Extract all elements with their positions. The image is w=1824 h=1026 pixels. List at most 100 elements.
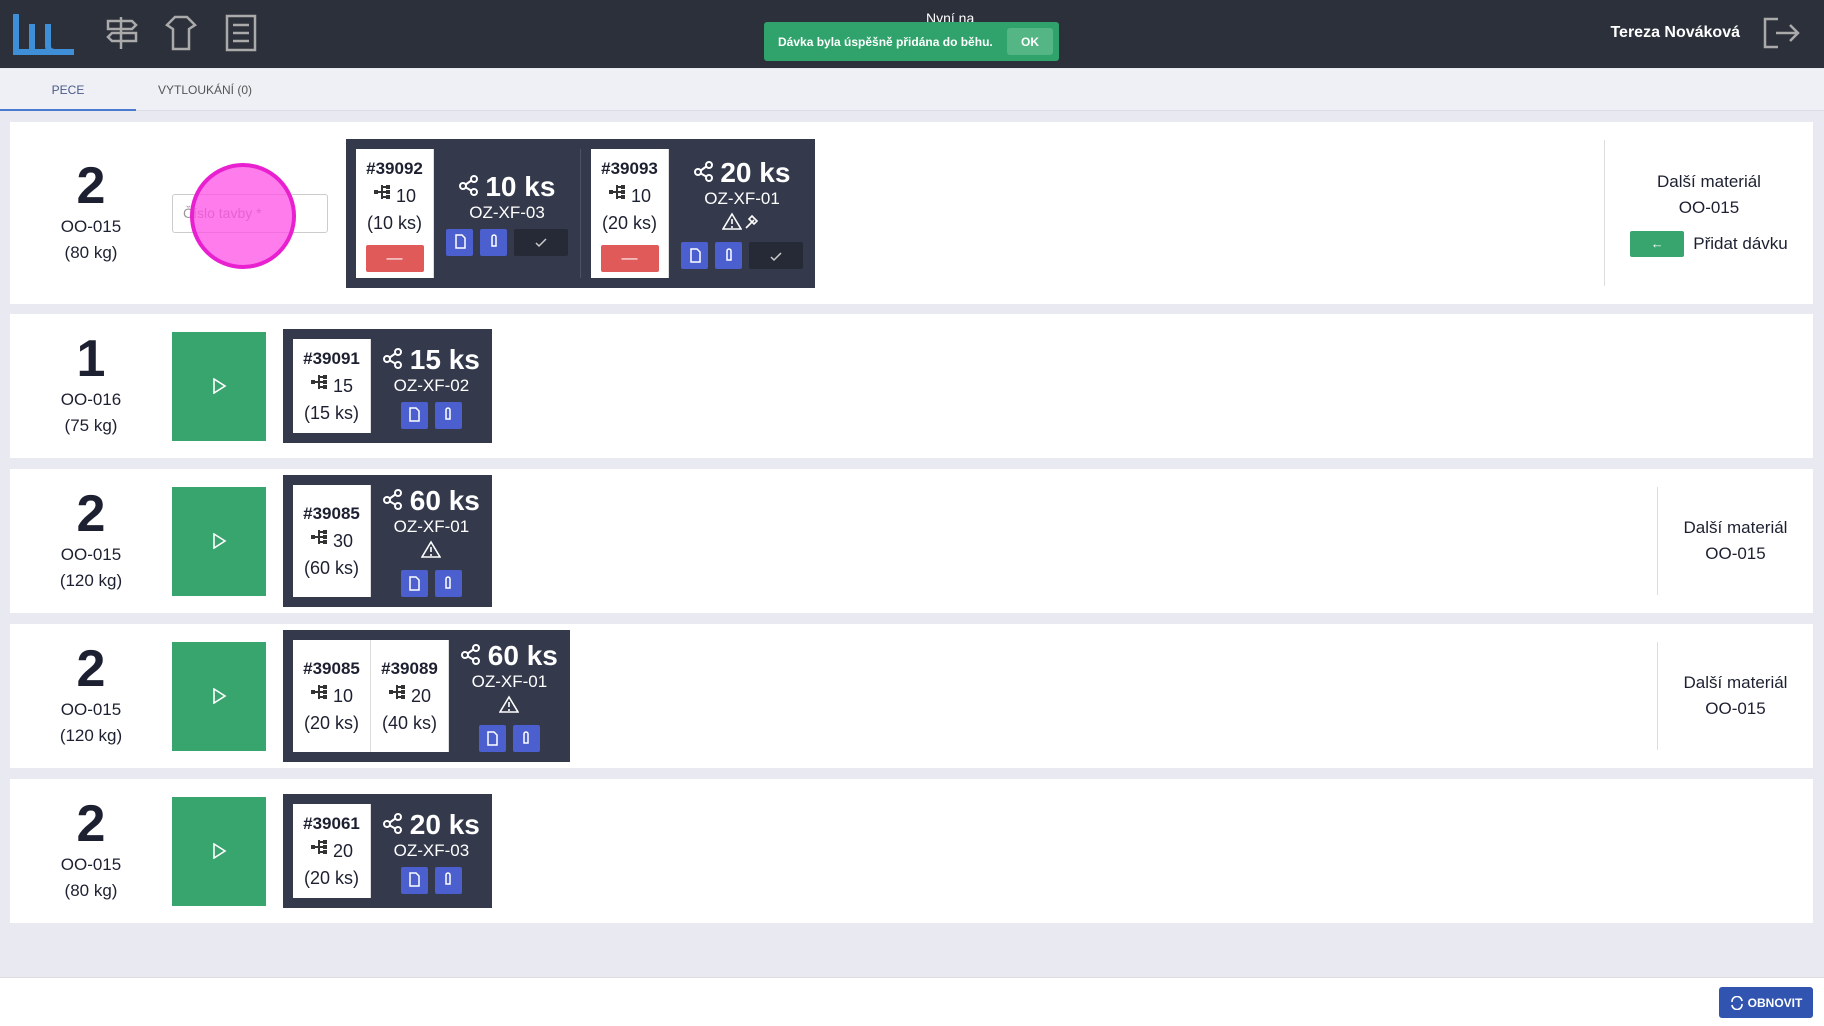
confirm-button[interactable] — [514, 228, 568, 256]
refresh-button[interactable]: OBNOVIT — [1719, 987, 1813, 1018]
document-button[interactable] — [478, 725, 506, 752]
lock-button[interactable] — [715, 242, 742, 269]
product-code: OZ-XF-02 — [393, 375, 470, 395]
warnings — [722, 212, 762, 236]
tree-icon — [388, 682, 406, 702]
start-button[interactable] — [172, 796, 266, 906]
qty: 15 — [332, 376, 354, 396]
pieces: (20 ks) — [601, 212, 657, 233]
logout[interactable] — [1762, 16, 1802, 50]
total-value: 15 ks — [409, 343, 480, 375]
order-id: #39092 — [366, 158, 423, 178]
weight: (75 kg) — [64, 416, 118, 435]
play-icon — [212, 533, 227, 549]
tree-icon — [388, 685, 405, 699]
split-icon — [693, 161, 713, 182]
tree-icon — [310, 372, 328, 392]
material: OO-015 — [60, 855, 122, 874]
order-card: #39091 15 (15 ks) — [293, 339, 371, 433]
split-icon — [458, 174, 478, 196]
split-icon — [458, 174, 478, 196]
lock-icon — [487, 234, 501, 250]
warning-icon — [421, 540, 442, 558]
count: 2 — [76, 157, 106, 215]
split-icon — [461, 644, 480, 665]
qty: 20 — [410, 686, 432, 706]
count: 2 — [76, 795, 106, 853]
warnings — [499, 695, 520, 719]
total: 60 ks — [461, 640, 558, 672]
tool-icon — [742, 212, 762, 231]
tabs: PECE VYTLOUKÁNÍ (0) — [0, 69, 1824, 111]
total-value: 60 ks — [487, 640, 558, 671]
logo — [13, 14, 74, 55]
nav-icon[interactable] — [225, 14, 259, 52]
batch-group: #39061 20 (20 ks) 20 ks OZ-XF-03 — [293, 804, 492, 898]
lock-button[interactable] — [480, 228, 507, 256]
doc-icon — [689, 247, 701, 263]
lock-icon — [523, 730, 530, 744]
actions — [446, 228, 568, 256]
play-icon — [212, 378, 227, 394]
lock-icon — [490, 234, 497, 247]
order-id: #39085 — [303, 504, 360, 523]
document-button[interactable] — [400, 866, 428, 894]
remove-button[interactable]: — — [365, 244, 424, 272]
add-batch[interactable]: ← Přidat dávku — [1605, 231, 1813, 257]
doc-icon — [407, 575, 421, 592]
start-button[interactable] — [172, 486, 266, 596]
lock-button[interactable] — [434, 570, 462, 597]
pieces: (20 ks) — [303, 868, 359, 888]
row-summary: 2 OO-015 (120 kg) — [10, 488, 172, 594]
total-value: 10 ks — [485, 170, 556, 202]
qty: 10 — [332, 686, 354, 706]
document-button[interactable] — [400, 401, 428, 429]
next-material: Další materiál OO-015 ← Přidat dávku — [1604, 140, 1813, 286]
header: Nyní na Dávka byla úspěšně přidána do bě… — [0, 0, 1824, 68]
total: 60 ks — [383, 485, 480, 517]
material: OO-015 — [1705, 544, 1766, 563]
order-id: #39091 — [303, 349, 360, 368]
lock-button[interactable] — [434, 401, 462, 429]
play-icon — [212, 533, 226, 549]
actions — [400, 866, 462, 894]
total-value: 20 ks — [409, 808, 480, 840]
toast-ok[interactable]: OK — [1007, 28, 1053, 55]
order-id: #39085 — [303, 659, 360, 678]
tab[interactable]: PECE — [0, 69, 136, 111]
user-name: Tereza Nováková — [1610, 24, 1740, 41]
qty: 20 — [332, 841, 354, 861]
label: Další materiál — [1657, 172, 1761, 191]
order-card: #39085 10 (20 ks) — [293, 640, 371, 752]
doc-icon — [485, 730, 499, 747]
lock-icon — [441, 407, 455, 423]
nav-icon[interactable] — [104, 15, 140, 51]
order-qty: 30 — [293, 527, 370, 555]
document-button[interactable] — [446, 228, 473, 256]
lock-button[interactable] — [434, 866, 462, 894]
batch-summary: 60 ks OZ-XF-01 — [371, 485, 492, 597]
product-code: OZ-XF-03 — [469, 202, 545, 222]
row-summary: 1 OO-016 (75 kg) — [10, 333, 172, 439]
start-button[interactable] — [172, 641, 266, 751]
batch-summary: 20 ks OZ-XF-01 — [669, 149, 815, 278]
document-button[interactable] — [681, 242, 708, 269]
batch-summary: 10 ks OZ-XF-03 — [434, 149, 580, 278]
row-summary: 2 OO-015 (80 kg) — [10, 160, 172, 266]
batch-summary: 60 ks OZ-XF-01 — [449, 640, 570, 752]
warning-icon — [722, 212, 742, 230]
label: Další materiál — [1683, 673, 1788, 692]
order-card: #39061 20 (20 ks) — [293, 804, 371, 898]
document-button[interactable] — [400, 570, 428, 597]
lock-icon — [441, 575, 455, 592]
start-button[interactable] — [172, 331, 266, 441]
batch-group: #39092 10 (10 ks) — 10 ks OZ-XF-03 — [356, 148, 580, 278]
confirm-button[interactable] — [749, 242, 803, 269]
nav-icon[interactable] — [163, 14, 199, 52]
remove-button[interactable]: — — [600, 244, 659, 272]
lock-button[interactable] — [512, 725, 540, 752]
tree-icon — [310, 530, 327, 544]
batch-summary: 15 ks OZ-XF-02 — [371, 339, 492, 433]
row-summary: 2 OO-015 (80 kg) — [10, 798, 172, 904]
tab[interactable]: VYTLOUKÁNÍ (0) — [157, 83, 253, 97]
